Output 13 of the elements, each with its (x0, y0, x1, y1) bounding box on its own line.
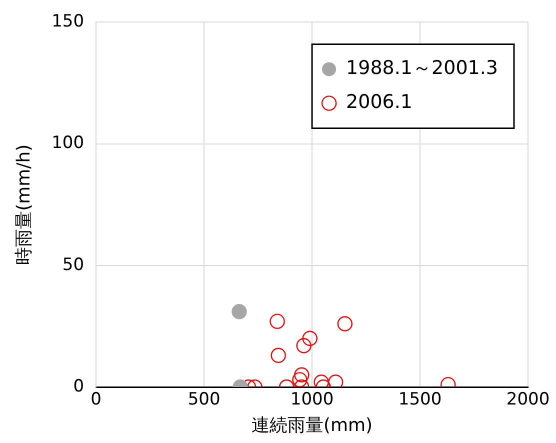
x-tick-label: 1000 (290, 390, 334, 410)
y-tick-label: 100 (52, 133, 84, 154)
y-tick-label: 50 (62, 254, 84, 275)
legend-label: 2006.1 (346, 91, 413, 114)
x-tick-label: 1500 (398, 390, 442, 410)
y-tick-label: 0 (73, 376, 84, 396)
x-tick-label: 0 (90, 390, 102, 410)
y-tick-label: 150 (52, 12, 84, 32)
x-tick-label: 2000 (506, 390, 550, 410)
x-tick-label: 500 (188, 390, 220, 410)
y-axis-title: 時雨量(mm/h) (13, 144, 34, 265)
x-axis-title: 連続雨量(mm) (251, 414, 373, 436)
legend-label: 1988.1～2001.3 (346, 57, 498, 80)
